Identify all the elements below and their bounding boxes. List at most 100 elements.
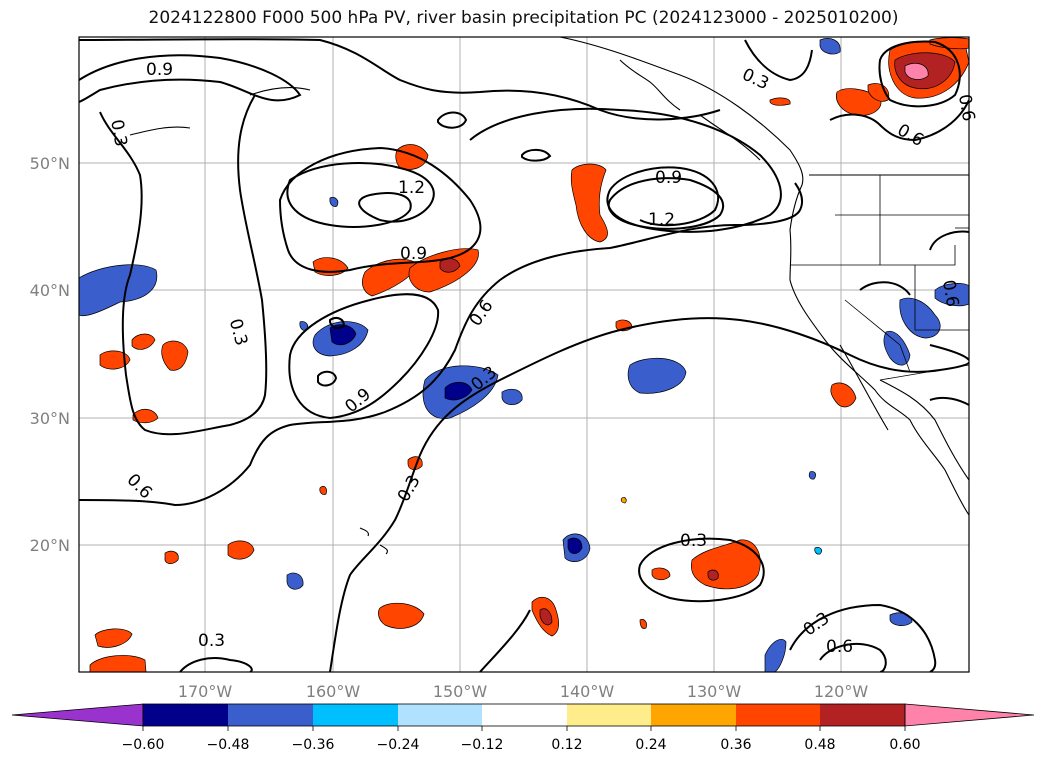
contour-ring-1 [437,111,468,129]
contour-label: 0.3 [198,631,225,651]
contour-small-1 [317,370,338,387]
pos-patch [131,333,156,350]
contour-0.6-main [79,182,804,507]
contour-ne-ring [878,40,961,108]
contour-0.3-big [79,38,721,121]
contour-0.6-east [929,230,969,251]
lon-label: 150°W [433,682,488,701]
neg-patch [329,324,357,346]
contour-label: 0.9 [146,60,173,80]
pos-patch [94,628,133,648]
neg-patch [444,381,473,401]
colorbar-bin [143,704,228,726]
colorbar-tick: 0.48 [804,737,835,753]
contour-0.3-ring [638,537,765,603]
lat-label: 30°N [30,409,70,428]
colorbar-bin [567,704,651,726]
contour-1.2-east [607,177,725,230]
contour-0.3-se [789,603,937,672]
colorbar-tick: 0.12 [551,737,582,753]
colorbar-bin [651,704,736,726]
neg-patch [808,471,816,480]
colorbar-tick: −0.36 [292,737,335,753]
colorbar-bin [482,704,567,726]
pos-patch [227,540,255,560]
neg-patch [329,197,339,207]
colorbar-tick: −0.60 [122,737,165,753]
colorbar-right-extend [904,703,1035,727]
map-frame [78,36,970,673]
contour-1.2-north [286,162,435,228]
neg-patch [286,572,304,590]
contour-0.9-south [288,293,440,420]
pos-patch [904,62,929,80]
contour-label: 0.3 [680,531,707,551]
contour-0.6-se [819,642,887,672]
precip-patches [79,37,969,672]
contour-0.9-east [469,107,782,233]
neg-patch [814,547,822,555]
colorbar-bin [398,704,482,726]
pos-patch [539,608,553,626]
contour-small-2 [329,317,346,330]
neg-patch [567,537,583,554]
pos-patch [89,655,147,672]
pos-patch [362,258,419,297]
pos-patch [830,382,857,408]
contour-label: 0.9 [400,244,427,264]
colorbar-tick: −0.12 [461,737,504,753]
pos-patch [570,163,608,243]
neg-patch [501,388,523,405]
contour-label: 1.2 [398,178,425,198]
pos-patch [378,602,425,629]
contour-0.6-east2 [859,281,911,296]
pos-patch [769,97,791,106]
neg-patch [889,612,913,626]
lat-label: 40°N [30,281,70,300]
lat-label: 50°N [30,154,70,173]
lat-label: 20°N [30,536,70,555]
contour-0.3-south-mid [329,317,969,672]
colorbar-bin [736,704,820,726]
neg-patch [819,38,841,55]
contour-0.3-east4 [929,396,969,406]
neg-patch [934,283,969,307]
contour-0.6-ne [829,99,969,142]
pv-contours [79,38,969,672]
pos-patch [319,486,327,495]
lon-label: 130°W [687,682,742,701]
map-title: 2024122800 F000 500 hPa PV, river basin … [148,8,899,28]
pos-patch [99,350,131,370]
latitude-labels: 50°N 40°N 30°N 20°N [30,154,70,555]
colorbar-tick: 0.36 [720,737,751,753]
contour-label: 0.6 [954,93,978,123]
map-area [79,37,969,672]
contour-label: 0.6 [826,637,853,657]
contour-0.6-east3 [929,344,969,361]
pos-patch [707,569,719,581]
neg-patch [627,357,687,394]
contour-label: 0.6 [938,278,962,308]
contour-0.3-sw [179,657,253,672]
colorbar-bin [820,704,905,726]
contour-0.9-mid [278,146,482,273]
lon-label: 120°W [814,682,869,701]
colorbar-tick: 0.24 [635,737,666,753]
longitude-labels: 170°W 160°W 150°W 140°W 130°W 120°W [178,682,869,701]
pos-patch [639,619,647,629]
pos-patch [651,567,671,580]
neg-patch [79,264,158,317]
colorbar-bin [228,704,313,726]
colorbar-tick: 0.60 [889,737,920,753]
colorbar-tick: −0.48 [207,737,250,753]
neg-patch [764,639,787,672]
neg-patch [883,330,911,366]
contour-0.3-ne [744,39,813,82]
contour-label: 0.9 [655,168,682,188]
pos-patch [164,550,179,564]
contour-0.3-west [99,94,268,436]
gridlines [79,37,969,672]
pos-patch [395,144,429,170]
contour-0.9-north [79,54,302,103]
